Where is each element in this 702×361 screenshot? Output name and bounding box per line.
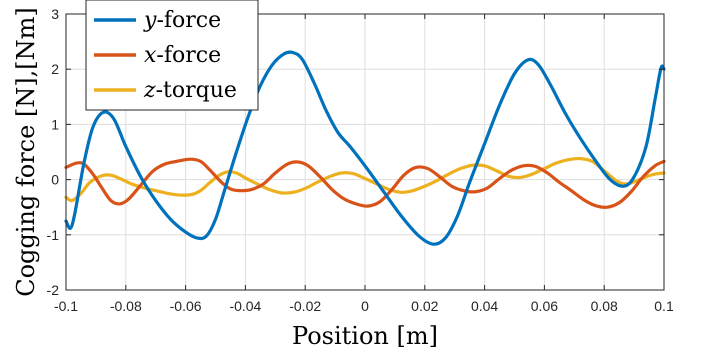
x-tick-label: 0.06: [531, 298, 558, 314]
y-tick-label: 2: [51, 61, 59, 77]
x-tick-label: 0: [361, 298, 369, 314]
x-tick-label: 0.04: [471, 298, 498, 314]
x-tick-label: -0.04: [229, 298, 261, 314]
x-tick-label: 0.1: [654, 298, 674, 314]
x-tick-label: 0.02: [411, 298, 438, 314]
x-tick-label: -0.02: [289, 298, 321, 314]
series-line-z-torque: [64, 156, 666, 203]
legend-label-x-force: x-force: [144, 43, 221, 68]
y-tick-label: 3: [51, 6, 59, 22]
y-tick-label: 0: [51, 172, 59, 188]
x-tick-label: 0.08: [591, 298, 618, 314]
legend-label-z-torque: z-torque: [143, 78, 237, 103]
series-line-x-force: [64, 157, 666, 209]
x-tick-label: -0.08: [110, 298, 142, 314]
y-tick-labels: -2 -1 0 1 2 3: [47, 6, 60, 298]
y-axis-label: Cogging force [N],[Nm]: [12, 7, 40, 297]
x-axis-label: Position [m]: [292, 322, 438, 350]
legend: y-force x-force z-torque: [85, 0, 259, 111]
legend-label-y-force: y-force: [143, 8, 221, 33]
x-tick-label: -0.06: [170, 298, 202, 314]
series-layer: [64, 50, 666, 246]
x-tick-labels: -0.1 -0.08 -0.06 -0.04 -0.02 0 0.02 0.04 0.06 0.0…: [54, 298, 674, 314]
series-line-y-force: [64, 50, 666, 246]
y-tick-label: -1: [47, 227, 60, 243]
x-tick-label: -0.1: [54, 298, 78, 314]
y-tick-label: -2: [47, 282, 60, 298]
y-tick-label: 1: [51, 116, 59, 132]
